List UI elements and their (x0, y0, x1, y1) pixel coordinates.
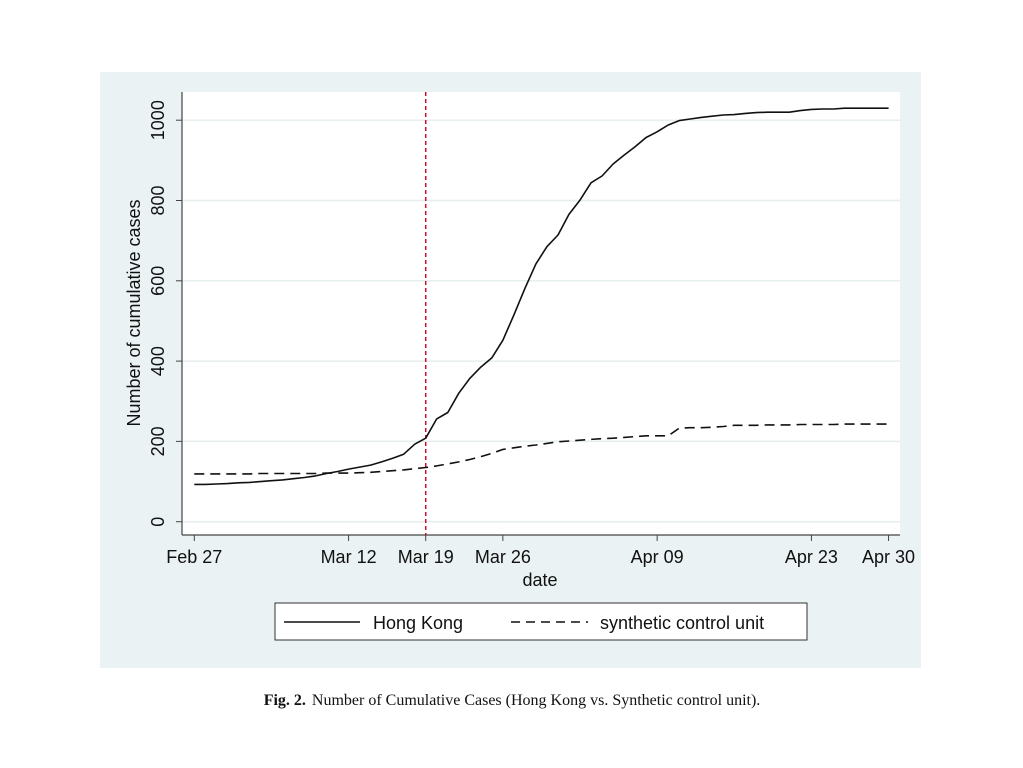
figure-caption: Fig. 2. Number of Cumulative Cases (Hong … (264, 692, 761, 709)
plot-area (182, 92, 900, 535)
y-tick-label: 400 (148, 346, 168, 376)
legend: Hong Kong synthetic control unit (274, 602, 808, 641)
caption-label: Fig. 2. (264, 692, 306, 709)
y-tick-label: 1000 (148, 100, 168, 140)
y-tick-label: 0 (148, 517, 168, 527)
x-tick-label: Apr 30 (862, 547, 915, 567)
x-tick-label: Feb 27 (166, 547, 222, 567)
y-tick-label: 200 (148, 426, 168, 456)
legend-label-hong-kong: Hong Kong (373, 613, 463, 633)
y-tick-label: 800 (148, 185, 168, 215)
caption-text: Number of Cumulative Cases (Hong Kong vs… (312, 692, 760, 709)
series-line-hong-kong (194, 107, 889, 486)
series-line-synthetic-control (194, 423, 889, 475)
legend-label-synthetic: synthetic control unit (600, 613, 764, 633)
x-axis-label: date (522, 570, 557, 590)
x-tick-label: Mar 19 (398, 547, 454, 567)
x-tick-label: Mar 26 (475, 547, 531, 567)
y-axis-label: Number of cumulative cases (124, 199, 144, 426)
x-tick-label: Apr 09 (631, 547, 684, 567)
x-tick-label: Mar 12 (321, 547, 377, 567)
y-tick-label: 600 (148, 266, 168, 296)
x-tick-label: Apr 23 (785, 547, 838, 567)
